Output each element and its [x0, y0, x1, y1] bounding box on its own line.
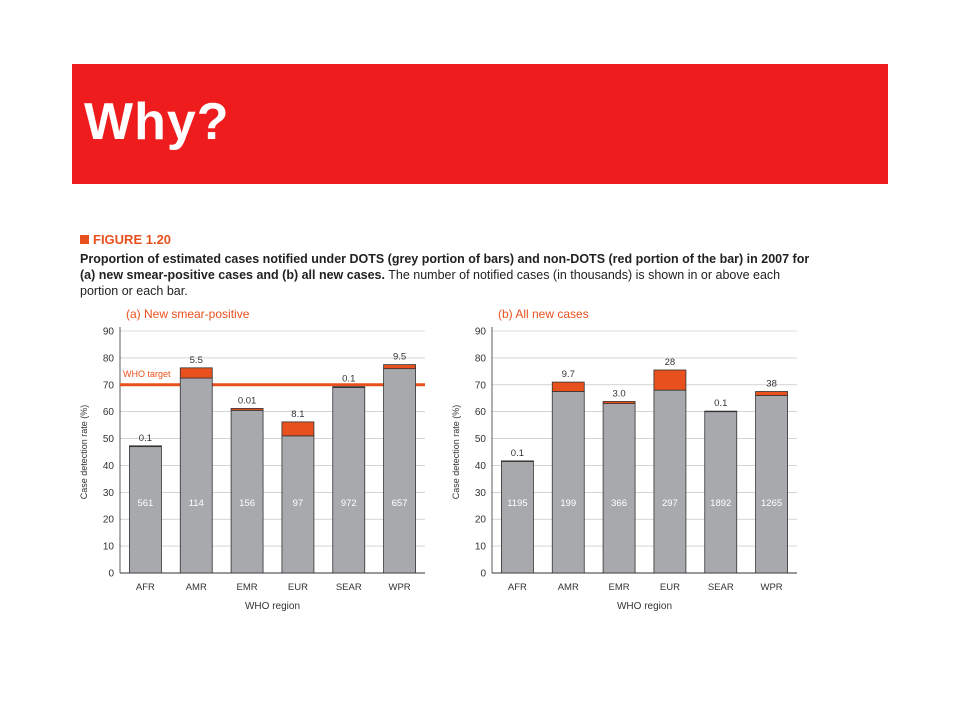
chartb-ytick-label: 10 [475, 542, 487, 553]
charta-xtick-label: EUR [288, 582, 308, 593]
chartb-bar-nondots-wpr [755, 391, 788, 396]
charta-ytick-label: 70 [103, 380, 115, 391]
figure-label: FIGURE 1.20 [80, 232, 820, 247]
charta-bar-nondots-emr [230, 408, 264, 411]
chartb-bar-dots-afr [501, 461, 534, 574]
charta-who-target-label: WHO target [123, 369, 171, 379]
chartb-bar-nondots-emr [602, 401, 636, 404]
chartb-inside-label: 199 [560, 498, 576, 509]
charta-inside-label: 561 [137, 498, 153, 509]
charta-y-axis-label: Case detection rate (%) [79, 405, 89, 500]
chartb-bar-dots-eur [653, 389, 687, 574]
charta-ytick-label: 30 [103, 488, 115, 499]
figure-label-text: FIGURE 1.20 [93, 232, 172, 247]
charta-xtick-label: AFR [136, 582, 155, 593]
charta-inside-label: 97 [293, 498, 304, 509]
chartb-ytick-label: 30 [475, 488, 487, 499]
charta-bar-dots-sear [332, 387, 366, 574]
chartb-bar-dots-sear [704, 411, 738, 574]
charta-ytick-label: 20 [103, 515, 115, 526]
chartb-ytick-label: 80 [475, 353, 487, 364]
charta-ytick-label: 90 [103, 327, 115, 338]
charta-bar-dots-eur [281, 435, 315, 574]
chartb-xtick-label: AMR [558, 582, 579, 593]
charta-inside-label: 657 [392, 498, 408, 509]
charta-bar-nondots-wpr [383, 364, 416, 370]
chartb-ytick-label: 20 [475, 515, 487, 526]
figure-caption-bold: Proportion of estimated cases notified u… [80, 252, 810, 282]
chartb-ytick-label: 50 [475, 434, 487, 445]
chartb-xtick-label: SEAR [708, 582, 734, 593]
chartb-xtick-label: EUR [660, 582, 680, 593]
chartb-bar-nondots-amr [551, 381, 585, 392]
charta-ytick-label: 80 [103, 353, 115, 364]
charta-xtick-label: SEAR [336, 582, 362, 593]
chartb-top-label: 9.7 [562, 369, 575, 380]
chartb-top-label: 0.1 [714, 398, 727, 409]
chartb-bar-dots-amr [551, 391, 585, 574]
figure-caption: Proportion of estimated cases notified u… [80, 251, 820, 299]
chartb-bar-nondots-sear [704, 410, 738, 413]
charta-top-label: 9.5 [393, 352, 406, 363]
chartb-ytick-label: 40 [475, 461, 487, 472]
charta-bar-nondots-sear [332, 386, 366, 388]
charta-inside-label: 972 [341, 498, 357, 509]
chartb-title: (b) All new cases [498, 307, 589, 321]
chartb-bar-nondots-afr [501, 460, 534, 462]
chartb-ytick-label: 60 [475, 407, 487, 418]
charta-top-label: 0.1 [342, 374, 355, 385]
chartb-bar-nondots-eur [653, 369, 687, 391]
charta-inside-label: 114 [189, 498, 204, 509]
figure-marker-icon [80, 235, 89, 244]
charta-ytick-label: 60 [103, 407, 115, 418]
charta-top-label: 0.01 [238, 395, 257, 406]
charta-xtick-label: AMR [186, 582, 207, 593]
chartb-inside-label: 1265 [761, 498, 782, 509]
charta-top-label: 5.5 [190, 355, 203, 366]
chartb-top-label: 0.1 [511, 448, 524, 459]
chartb-inside-label: 1195 [507, 498, 527, 509]
charta-top-label: 0.1 [139, 433, 152, 444]
chartb-bar-dots-wpr [755, 395, 788, 574]
charta-top-label: 8.1 [291, 409, 304, 420]
charta-inside-label: 156 [239, 498, 255, 509]
slide-title: Why? [84, 93, 230, 151]
charta-xtick-label: WPR [388, 582, 410, 593]
charta-bar-nondots-eur [281, 421, 315, 437]
chartb-y-axis-label: Case detection rate (%) [451, 405, 461, 500]
title-banner: Why? [72, 64, 888, 184]
chartb-xtick-label: EMR [609, 582, 630, 593]
chartb-x-axis-label: WHO region [617, 601, 672, 612]
figure-caption-normal: The number of notified cases (in thousan… [80, 268, 781, 298]
chartb-bar-dots-emr [602, 403, 636, 574]
chartb-ytick-label: 70 [475, 380, 487, 391]
chartb-inside-label: 366 [611, 498, 627, 509]
chartb-xtick-label: WPR [760, 582, 782, 593]
chartb-top-label: 38 [766, 379, 777, 390]
chartb-inside-label: 1892 [710, 498, 731, 509]
charta-ytick-label: 50 [103, 434, 115, 445]
charta-bar-nondots-afr [129, 445, 162, 448]
chartb-ytick-label: 90 [475, 327, 487, 338]
chartb-top-label: 3.0 [612, 388, 625, 399]
charta-ytick-label: 40 [103, 461, 115, 472]
chartb-xtick-label: AFR [508, 582, 527, 593]
charta-bar-nondots-amr [179, 367, 213, 379]
chartb-inside-label: 297 [662, 498, 678, 509]
charta-x-axis-label: WHO region [245, 601, 300, 612]
chartb-top-label: 28 [665, 357, 676, 368]
chartb-ytick-label: 0 [480, 569, 486, 580]
charta-bar-dots-amr [179, 377, 213, 574]
charta-title: (a) New smear-positive [126, 307, 250, 321]
figure-caption-block: FIGURE 1.20 Proportion of estimated case… [80, 232, 820, 299]
charta-bar-dots-wpr [383, 368, 416, 574]
charta-ytick-label: 10 [103, 542, 115, 553]
charta-xtick-label: EMR [237, 582, 258, 593]
charta-ytick-label: 0 [108, 569, 114, 580]
